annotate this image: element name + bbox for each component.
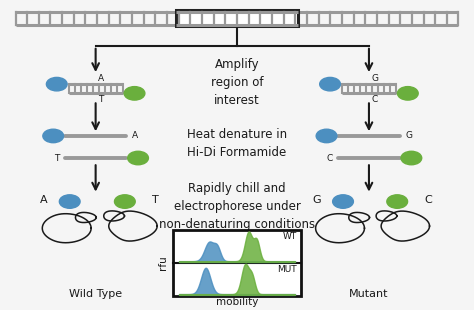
Text: C: C: [327, 153, 333, 162]
Text: A: A: [98, 74, 104, 83]
Text: A: A: [132, 131, 138, 140]
Text: T: T: [98, 95, 103, 104]
Text: Amplify
region of
interest: Amplify region of interest: [211, 58, 263, 107]
Circle shape: [316, 129, 337, 143]
Circle shape: [387, 195, 408, 208]
Text: Mutant: Mutant: [349, 289, 389, 299]
Circle shape: [401, 151, 422, 165]
Circle shape: [59, 195, 80, 208]
Circle shape: [319, 78, 340, 91]
Bar: [173, 230, 301, 296]
Text: C: C: [371, 95, 378, 104]
Circle shape: [124, 86, 145, 100]
Circle shape: [333, 195, 354, 208]
Text: mobility: mobility: [216, 297, 258, 308]
Circle shape: [46, 78, 67, 91]
Text: C: C: [424, 195, 432, 205]
Text: MUT: MUT: [277, 265, 297, 274]
Circle shape: [43, 129, 64, 143]
Text: A: A: [40, 195, 47, 205]
Text: WT: WT: [283, 232, 297, 241]
Text: T: T: [152, 195, 159, 205]
Text: G: G: [405, 131, 412, 140]
Circle shape: [115, 195, 135, 208]
Text: G: G: [313, 195, 321, 205]
Text: T: T: [54, 153, 59, 162]
Text: G: G: [371, 74, 378, 83]
Circle shape: [398, 86, 418, 100]
Text: Wild Type: Wild Type: [69, 289, 122, 299]
Text: Rapidly chill and
electrophorese under
non-denaturing conditions: Rapidly chill and electrophorese under n…: [159, 182, 315, 231]
Bar: [176, 10, 298, 26]
Text: rfu: rfu: [158, 255, 168, 270]
Circle shape: [128, 151, 148, 165]
Text: Heat denature in
Hi-Di Formamide: Heat denature in Hi-Di Formamide: [187, 128, 287, 159]
